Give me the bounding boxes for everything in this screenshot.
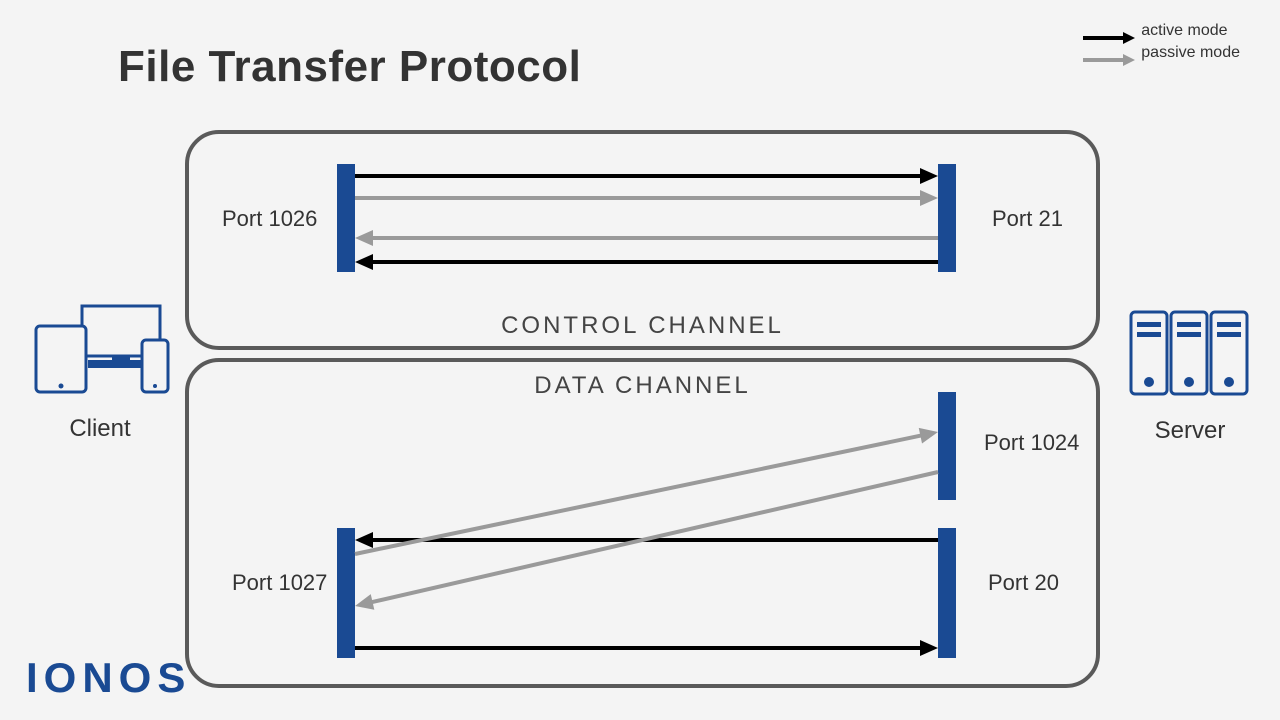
client-devices-icon [30, 300, 170, 400]
page-title: File Transfer Protocol [118, 42, 581, 92]
legend-active-label: active mode [1141, 22, 1227, 40]
port-bar-server-1024 [938, 392, 956, 500]
client-block: Client [30, 300, 170, 443]
port-label-20: Port 20 [988, 570, 1059, 596]
port-label-21: Port 21 [992, 206, 1063, 232]
port-bar-server-20 [938, 528, 956, 658]
port-label-1026: Port 1026 [222, 206, 317, 232]
server-block: Server [1120, 306, 1260, 445]
data-channel-label: DATA CHANNEL [189, 372, 1096, 400]
control-channel-box: CONTROL CHANNEL [185, 130, 1100, 350]
port-bar-client-1026 [337, 164, 355, 272]
port-bar-server-21 [938, 164, 956, 272]
control-channel-label: CONTROL CHANNEL [189, 312, 1096, 340]
ionos-logo: IONOS [26, 654, 191, 702]
legend: active mode passive mode [1083, 22, 1240, 66]
client-label: Client [30, 415, 170, 443]
legend-passive: passive mode [1083, 44, 1240, 62]
server-label: Server [1120, 417, 1260, 445]
legend-active: active mode [1083, 22, 1240, 40]
port-label-1024: Port 1024 [984, 430, 1079, 456]
data-channel-box: DATA CHANNEL [185, 358, 1100, 688]
server-rack-icon [1125, 306, 1255, 402]
port-bar-client-1027 [337, 528, 355, 658]
legend-passive-label: passive mode [1141, 44, 1240, 62]
port-label-1027: Port 1027 [232, 570, 327, 596]
